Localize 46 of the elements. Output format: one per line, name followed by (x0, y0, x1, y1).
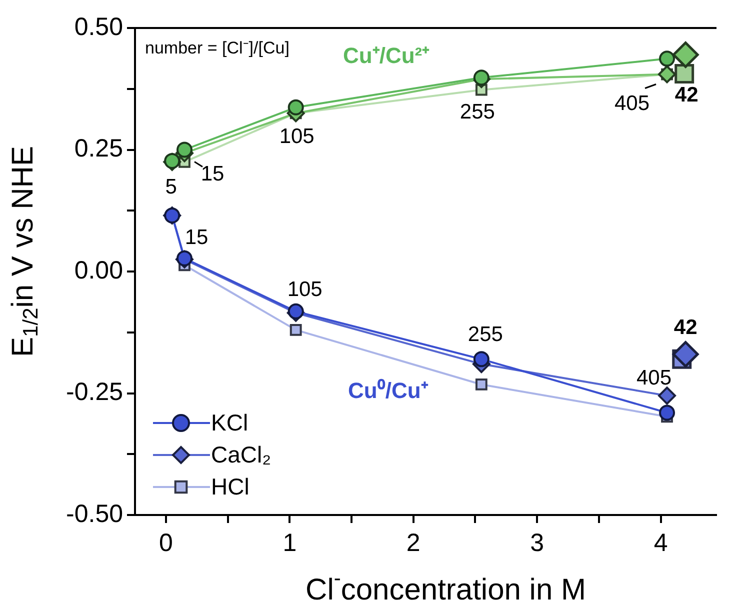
point (658, 386, 676, 405)
y-tick-label: 0.25 (74, 134, 123, 163)
x-tick-label: 3 (530, 528, 544, 557)
annotation: 255 (468, 322, 503, 346)
legend-label: KCl (211, 409, 248, 436)
point (290, 324, 302, 336)
point (658, 65, 676, 84)
point (674, 64, 694, 84)
point (659, 404, 676, 421)
point (473, 351, 490, 368)
annotation: 405 (614, 92, 650, 116)
annotation: 405 (636, 366, 672, 390)
annotation: number = [Cl⁻]/[Cu] (145, 38, 290, 58)
point (672, 341, 699, 368)
annotation: 105 (279, 125, 314, 148)
point (176, 142, 192, 158)
annotation: Cu⁰/Cu⁺ (348, 378, 429, 404)
annotation: 42 (674, 316, 698, 340)
y-tick-label: -0.50 (66, 500, 123, 528)
annotation: 42 (674, 84, 698, 107)
point (164, 152, 180, 169)
point (288, 303, 304, 320)
annotation: 15 (200, 162, 224, 186)
x-tick-label: 4 (654, 528, 668, 557)
legend-label: CaCl₂ (211, 441, 272, 468)
point (288, 99, 304, 116)
point (672, 42, 699, 68)
annotation: 15 (184, 226, 208, 250)
point (475, 378, 488, 390)
y-tick-label: -0.25 (66, 378, 123, 406)
annotation: 255 (460, 100, 495, 124)
x-tick-label: 1 (282, 528, 297, 557)
legend-label: HCl (211, 473, 250, 500)
annotation: Cu⁺/Cu²⁺ (343, 43, 430, 68)
point (475, 84, 488, 96)
x-tick-label: 2 (406, 528, 420, 557)
x-tick-label: 0 (158, 528, 173, 557)
y-tick-label: 0.50 (74, 12, 123, 41)
point (659, 50, 676, 67)
point (176, 250, 192, 266)
annotation: 105 (287, 278, 322, 302)
point (473, 70, 490, 86)
y-tick-label: 0.00 (74, 256, 123, 284)
y-axis-title: E1/2in V vs NHE (6, 146, 42, 357)
x-axis-title: Cl-concentration in M (306, 566, 586, 606)
annotation: 5 (165, 176, 177, 199)
